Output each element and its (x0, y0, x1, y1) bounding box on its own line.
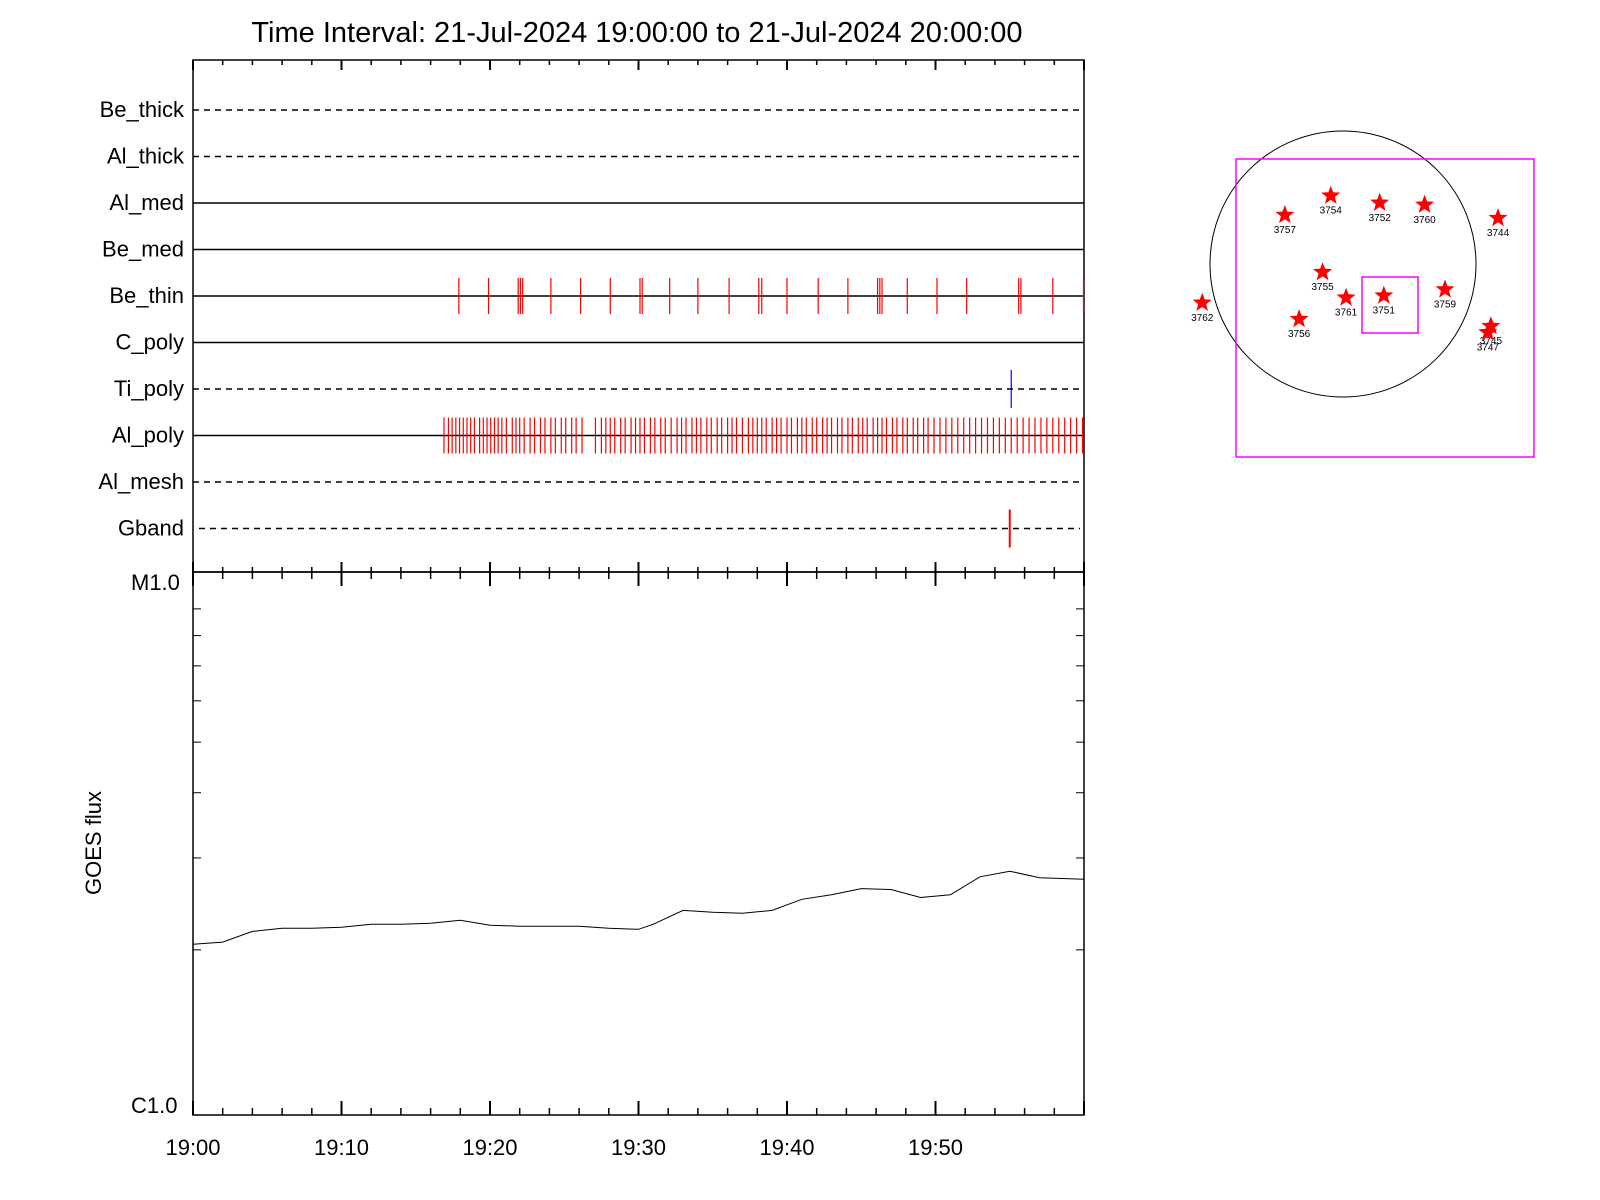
active-region-star (1321, 185, 1341, 204)
goes-series (192, 870, 1085, 945)
x-tick-label: 19:30 (611, 1135, 666, 1160)
track-label: Al_mesh (98, 469, 184, 494)
active-region-star (1192, 292, 1212, 311)
track-label: Be_thin (109, 283, 184, 308)
active-region-label: 3747 (1477, 342, 1500, 353)
active-region-label: 3755 (1311, 282, 1334, 293)
active-region-label: 3759 (1434, 300, 1457, 311)
active-region-label: 3754 (1320, 206, 1343, 217)
track-label: C_poly (116, 330, 184, 355)
active-region-label: 3760 (1413, 215, 1436, 226)
detector-tracks: Be_thick Al_thick Al_med Be_med Be_thin C_pol… (98, 97, 1085, 548)
active-region-star (1275, 205, 1295, 224)
x-tick-label: 19:00 (165, 1135, 220, 1160)
active-region-star (1488, 208, 1508, 227)
goes-flux-line (192, 870, 1085, 945)
track-label: Be_med (102, 237, 184, 262)
solar-disk-map: 3754 3752 3760 3757 3744 3755 3759 3751 3761 3762… (1191, 130, 1535, 458)
active-region-star (1370, 192, 1390, 211)
y-axis-label: GOES flux (81, 791, 106, 895)
track-label: Al_thick (107, 144, 185, 169)
active-region-markers: 3754 3752 3760 3757 3744 3755 3759 3751 3761 3762… (1191, 185, 1510, 353)
flare-location-box (1361, 276, 1419, 334)
goes-panel-frame (192, 571, 1085, 1116)
event-panel: Be_thick Al_thick Al_med Be_med Be_thin C_pol… (98, 59, 1085, 573)
active-region-label: 3745 (1480, 336, 1503, 347)
goes-x-tick-labels: 19:00 19:10 19:20 19:30 19:40 19:50 (165, 1135, 963, 1160)
active-region-star (1481, 316, 1501, 335)
track-label: Be_thick (100, 97, 185, 122)
event-panel-frame (192, 59, 1085, 573)
active-region-star (1478, 322, 1498, 341)
goes-panel-ticks (192, 572, 1085, 1115)
active-region-label: 3756 (1288, 329, 1311, 340)
active-region-star (1313, 262, 1333, 281)
track-label: Ti_poly (114, 376, 184, 401)
active-region-label: 3762 (1191, 313, 1214, 324)
active-region-star (1374, 285, 1394, 304)
field-of-view-box (1235, 158, 1535, 458)
active-region-label: 3751 (1373, 306, 1396, 317)
active-region-label: 3761 (1335, 308, 1358, 319)
track-label: Al_med (109, 190, 184, 215)
active-region-star (1336, 287, 1356, 306)
active-region-star (1415, 194, 1435, 213)
active-region-star (1435, 279, 1455, 298)
active-region-label: 3744 (1487, 228, 1510, 239)
x-tick-label: 19:10 (314, 1135, 369, 1160)
y-tick-label-bottom: C1.0 (131, 1093, 177, 1118)
active-region-label: 3757 (1274, 225, 1297, 236)
active-region-star (1289, 309, 1309, 328)
active-region-label: 3752 (1369, 213, 1392, 224)
y-tick-label-top: M1.0 (131, 570, 180, 595)
solar-disk-outline (1209, 130, 1477, 398)
x-tick-label: 19:40 (759, 1135, 814, 1160)
chart-title: Time Interval: 21-Jul-2024 19:00:00 to 2… (251, 17, 1022, 49)
x-tick-label: 19:50 (908, 1135, 963, 1160)
track-label: Gband (118, 516, 184, 541)
goes-panel: 19:00 19:10 19:20 19:30 19:40 19:50 M1.0 C1.0… (81, 570, 1085, 1160)
x-tick-label: 19:20 (462, 1135, 517, 1160)
event-panel-ticks (192, 60, 1085, 572)
track-label: Al_poly (112, 423, 184, 448)
